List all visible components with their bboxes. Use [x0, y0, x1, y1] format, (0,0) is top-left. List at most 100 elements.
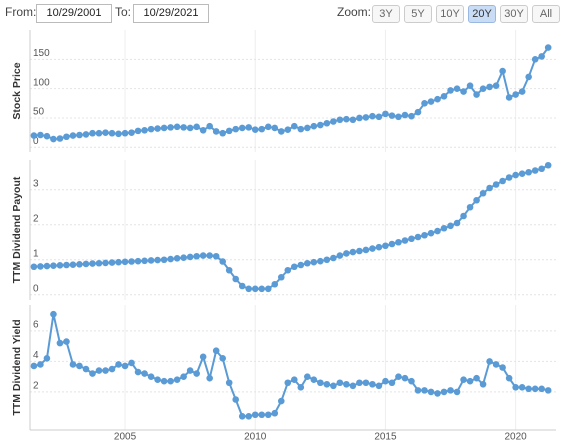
point	[356, 379, 363, 387]
y-axis-title: TTM Dividend Yield	[11, 319, 23, 415]
point	[186, 367, 194, 374]
point	[251, 126, 259, 134]
from-input[interactable]: 10/29/2001	[36, 4, 112, 23]
point	[382, 242, 389, 250]
point	[375, 243, 383, 251]
point	[466, 203, 474, 211]
point	[95, 259, 103, 267]
point	[369, 380, 376, 388]
zoom-button[interactable]: 30Y	[500, 5, 528, 23]
zoom-label: Zoom:	[337, 5, 372, 19]
point	[147, 257, 155, 264]
point	[95, 129, 103, 137]
point	[173, 123, 181, 131]
zoom-button[interactable]: 10Y	[436, 5, 464, 23]
point	[479, 380, 487, 388]
point	[330, 382, 337, 390]
point	[154, 256, 161, 264]
y-tick-label: 2	[33, 381, 39, 392]
point	[317, 257, 324, 265]
point	[258, 285, 266, 293]
point	[115, 130, 122, 138]
point	[505, 174, 513, 181]
zoom-button[interactable]: 3Y	[372, 5, 400, 23]
point	[440, 388, 448, 396]
point	[473, 196, 480, 204]
series-line	[33, 313, 549, 418]
point	[525, 73, 532, 81]
point	[492, 361, 500, 368]
point	[531, 167, 539, 174]
point	[447, 222, 454, 230]
point	[154, 125, 161, 132]
point	[414, 108, 422, 116]
point	[277, 273, 285, 281]
point	[102, 367, 109, 374]
point	[330, 254, 337, 262]
point	[69, 261, 77, 268]
point	[199, 353, 207, 361]
zoom-button[interactable]: All	[532, 5, 560, 23]
point	[50, 310, 57, 318]
point	[434, 227, 441, 235]
point	[82, 365, 90, 373]
point	[63, 133, 70, 141]
to-input[interactable]: 10/29/2021	[133, 4, 209, 23]
point	[525, 385, 532, 393]
point	[343, 250, 350, 257]
point	[362, 379, 370, 387]
point	[453, 85, 461, 92]
point	[134, 127, 142, 135]
point	[310, 122, 318, 130]
point	[43, 262, 51, 270]
point	[512, 384, 519, 391]
point	[304, 373, 311, 380]
point	[43, 355, 51, 362]
point	[37, 131, 44, 139]
point	[102, 259, 109, 267]
point	[310, 258, 318, 266]
point	[473, 374, 480, 382]
point	[427, 98, 435, 105]
from-label: From:	[5, 5, 37, 19]
point	[238, 282, 246, 290]
point	[291, 263, 298, 271]
zoom-button[interactable]: 20Y	[468, 5, 496, 23]
point	[271, 409, 279, 417]
point	[304, 124, 311, 132]
point	[440, 224, 448, 232]
point	[82, 260, 90, 268]
point	[232, 275, 240, 283]
point	[147, 125, 155, 133]
point	[167, 377, 174, 385]
point	[466, 82, 474, 90]
point	[518, 170, 526, 177]
point	[56, 135, 64, 142]
series-line	[33, 47, 549, 141]
point	[499, 364, 506, 371]
point	[212, 128, 220, 135]
point	[199, 252, 207, 259]
point	[30, 263, 38, 271]
point	[284, 379, 292, 387]
point	[297, 125, 305, 133]
point	[486, 184, 493, 192]
point	[460, 88, 467, 95]
point	[284, 266, 292, 274]
point	[343, 380, 350, 388]
point	[544, 44, 552, 51]
y-tick-label: 4	[33, 350, 39, 361]
point	[310, 376, 318, 383]
y-tick-label: 50	[33, 107, 45, 118]
y-tick-label: 2	[33, 213, 39, 224]
point	[95, 367, 103, 374]
point	[258, 125, 266, 133]
point	[69, 361, 77, 368]
point	[37, 361, 44, 368]
point	[128, 359, 135, 367]
point	[193, 123, 200, 131]
point	[414, 387, 422, 394]
point	[206, 252, 213, 259]
point	[447, 87, 454, 94]
zoom-button[interactable]: 5Y	[404, 5, 432, 23]
